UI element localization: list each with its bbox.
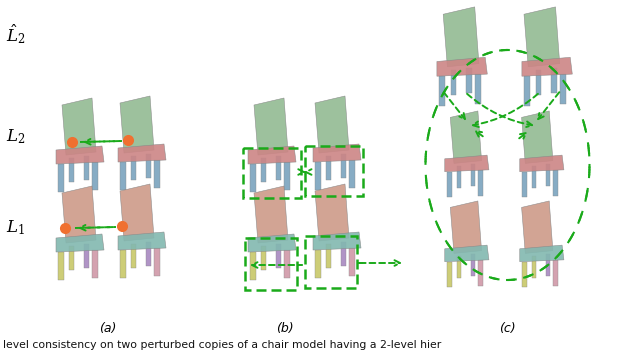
Polygon shape [284, 162, 290, 190]
Polygon shape [437, 57, 487, 76]
Polygon shape [313, 232, 361, 250]
Polygon shape [248, 146, 296, 164]
Bar [305, 236, 357, 288]
Polygon shape [84, 156, 89, 180]
Polygon shape [69, 158, 74, 182]
Polygon shape [536, 70, 541, 95]
Polygon shape [475, 74, 481, 103]
Text: (a): (a) [99, 322, 116, 335]
Polygon shape [478, 260, 483, 285]
Polygon shape [315, 96, 349, 153]
Polygon shape [118, 144, 166, 162]
Polygon shape [250, 252, 256, 280]
Polygon shape [445, 155, 489, 172]
Polygon shape [457, 256, 461, 278]
Polygon shape [254, 186, 288, 243]
Polygon shape [545, 254, 550, 276]
Polygon shape [444, 7, 479, 67]
Polygon shape [447, 172, 452, 197]
Polygon shape [84, 244, 89, 268]
Polygon shape [118, 232, 166, 250]
Text: (b): (b) [276, 322, 294, 335]
Polygon shape [284, 250, 290, 278]
Polygon shape [470, 254, 475, 276]
Polygon shape [457, 166, 461, 188]
Polygon shape [522, 172, 527, 197]
Polygon shape [154, 160, 160, 188]
Polygon shape [248, 234, 296, 252]
Polygon shape [553, 170, 558, 196]
Polygon shape [478, 170, 483, 196]
Polygon shape [58, 164, 64, 192]
Polygon shape [315, 162, 321, 190]
Polygon shape [254, 98, 288, 155]
Bar [243, 148, 301, 198]
Polygon shape [276, 244, 281, 268]
Polygon shape [445, 245, 489, 262]
Polygon shape [56, 234, 104, 252]
Polygon shape [470, 164, 475, 186]
Polygon shape [467, 68, 472, 93]
Text: (c): (c) [499, 322, 516, 335]
Polygon shape [92, 162, 98, 190]
Polygon shape [69, 246, 74, 270]
Polygon shape [146, 242, 151, 266]
Polygon shape [56, 146, 104, 164]
Polygon shape [524, 7, 560, 67]
Bar [305, 146, 363, 196]
Polygon shape [341, 242, 346, 266]
Polygon shape [261, 158, 266, 182]
Polygon shape [62, 98, 96, 155]
Polygon shape [313, 144, 361, 162]
Polygon shape [451, 201, 481, 253]
Polygon shape [326, 244, 331, 268]
Polygon shape [120, 250, 126, 278]
Polygon shape [553, 260, 558, 285]
Polygon shape [522, 201, 553, 253]
Polygon shape [532, 166, 536, 188]
Polygon shape [545, 164, 550, 186]
Polygon shape [58, 252, 64, 280]
Polygon shape [522, 262, 527, 288]
Bar [245, 238, 297, 290]
Polygon shape [120, 96, 154, 153]
Polygon shape [154, 248, 160, 276]
Polygon shape [315, 250, 321, 278]
Polygon shape [520, 245, 564, 262]
Polygon shape [522, 57, 572, 76]
Text: level consistency on two perturbed copies of a chair model having a 2-level hier: level consistency on two perturbed copie… [3, 340, 441, 350]
Polygon shape [447, 262, 452, 288]
Polygon shape [341, 154, 346, 178]
Polygon shape [520, 155, 564, 172]
Polygon shape [524, 76, 531, 106]
Polygon shape [261, 246, 266, 270]
Polygon shape [131, 244, 136, 268]
Polygon shape [326, 156, 331, 180]
Polygon shape [560, 74, 566, 103]
Polygon shape [62, 186, 96, 243]
Polygon shape [92, 250, 98, 278]
Polygon shape [349, 248, 355, 276]
Polygon shape [120, 184, 154, 241]
Polygon shape [131, 156, 136, 180]
Polygon shape [146, 154, 151, 178]
Polygon shape [276, 156, 281, 180]
Text: $L_1$: $L_1$ [6, 218, 25, 237]
Polygon shape [451, 70, 456, 95]
Polygon shape [349, 160, 355, 188]
Polygon shape [451, 111, 481, 163]
Polygon shape [551, 68, 557, 93]
Polygon shape [250, 164, 256, 192]
Text: $\hat{L}_2$: $\hat{L}_2$ [6, 22, 26, 46]
Text: $L_2$: $L_2$ [6, 127, 26, 146]
Polygon shape [120, 162, 126, 190]
Polygon shape [532, 256, 536, 278]
Polygon shape [439, 76, 445, 106]
Polygon shape [522, 111, 553, 163]
Polygon shape [315, 184, 349, 241]
